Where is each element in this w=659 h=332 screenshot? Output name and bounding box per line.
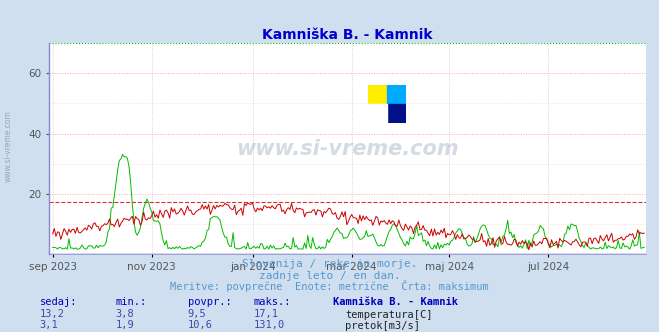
Text: temperatura[C]: temperatura[C] xyxy=(345,310,433,320)
Bar xyxy=(387,104,406,123)
Text: 3,1: 3,1 xyxy=(40,320,58,330)
Bar xyxy=(368,85,387,104)
Text: maks.:: maks.: xyxy=(254,297,291,307)
Text: 1,9: 1,9 xyxy=(115,320,134,330)
Text: povpr.:: povpr.: xyxy=(188,297,231,307)
Text: 10,6: 10,6 xyxy=(188,320,213,330)
Bar xyxy=(387,85,406,104)
Text: zadnje leto / en dan.: zadnje leto / en dan. xyxy=(258,271,401,281)
Text: 131,0: 131,0 xyxy=(254,320,285,330)
Text: pretok[m3/s]: pretok[m3/s] xyxy=(345,321,420,331)
Text: min.:: min.: xyxy=(115,297,146,307)
Text: 17,1: 17,1 xyxy=(254,309,279,319)
Text: Meritve: povprečne  Enote: metrične  Črta: maksimum: Meritve: povprečne Enote: metrične Črta:… xyxy=(170,281,489,292)
Text: www.si-vreme.com: www.si-vreme.com xyxy=(3,110,13,182)
Text: 9,5: 9,5 xyxy=(188,309,206,319)
Bar xyxy=(368,104,387,123)
Text: Kamniška B. - Kamnik: Kamniška B. - Kamnik xyxy=(333,297,458,307)
Text: 13,2: 13,2 xyxy=(40,309,65,319)
Text: 3,8: 3,8 xyxy=(115,309,134,319)
Title: Kamniška B. - Kamnik: Kamniška B. - Kamnik xyxy=(262,28,433,42)
Text: Slovenija / reke in morje.: Slovenija / reke in morje. xyxy=(242,259,417,269)
Text: sedaj:: sedaj: xyxy=(40,297,77,307)
Text: www.si-vreme.com: www.si-vreme.com xyxy=(237,138,459,159)
